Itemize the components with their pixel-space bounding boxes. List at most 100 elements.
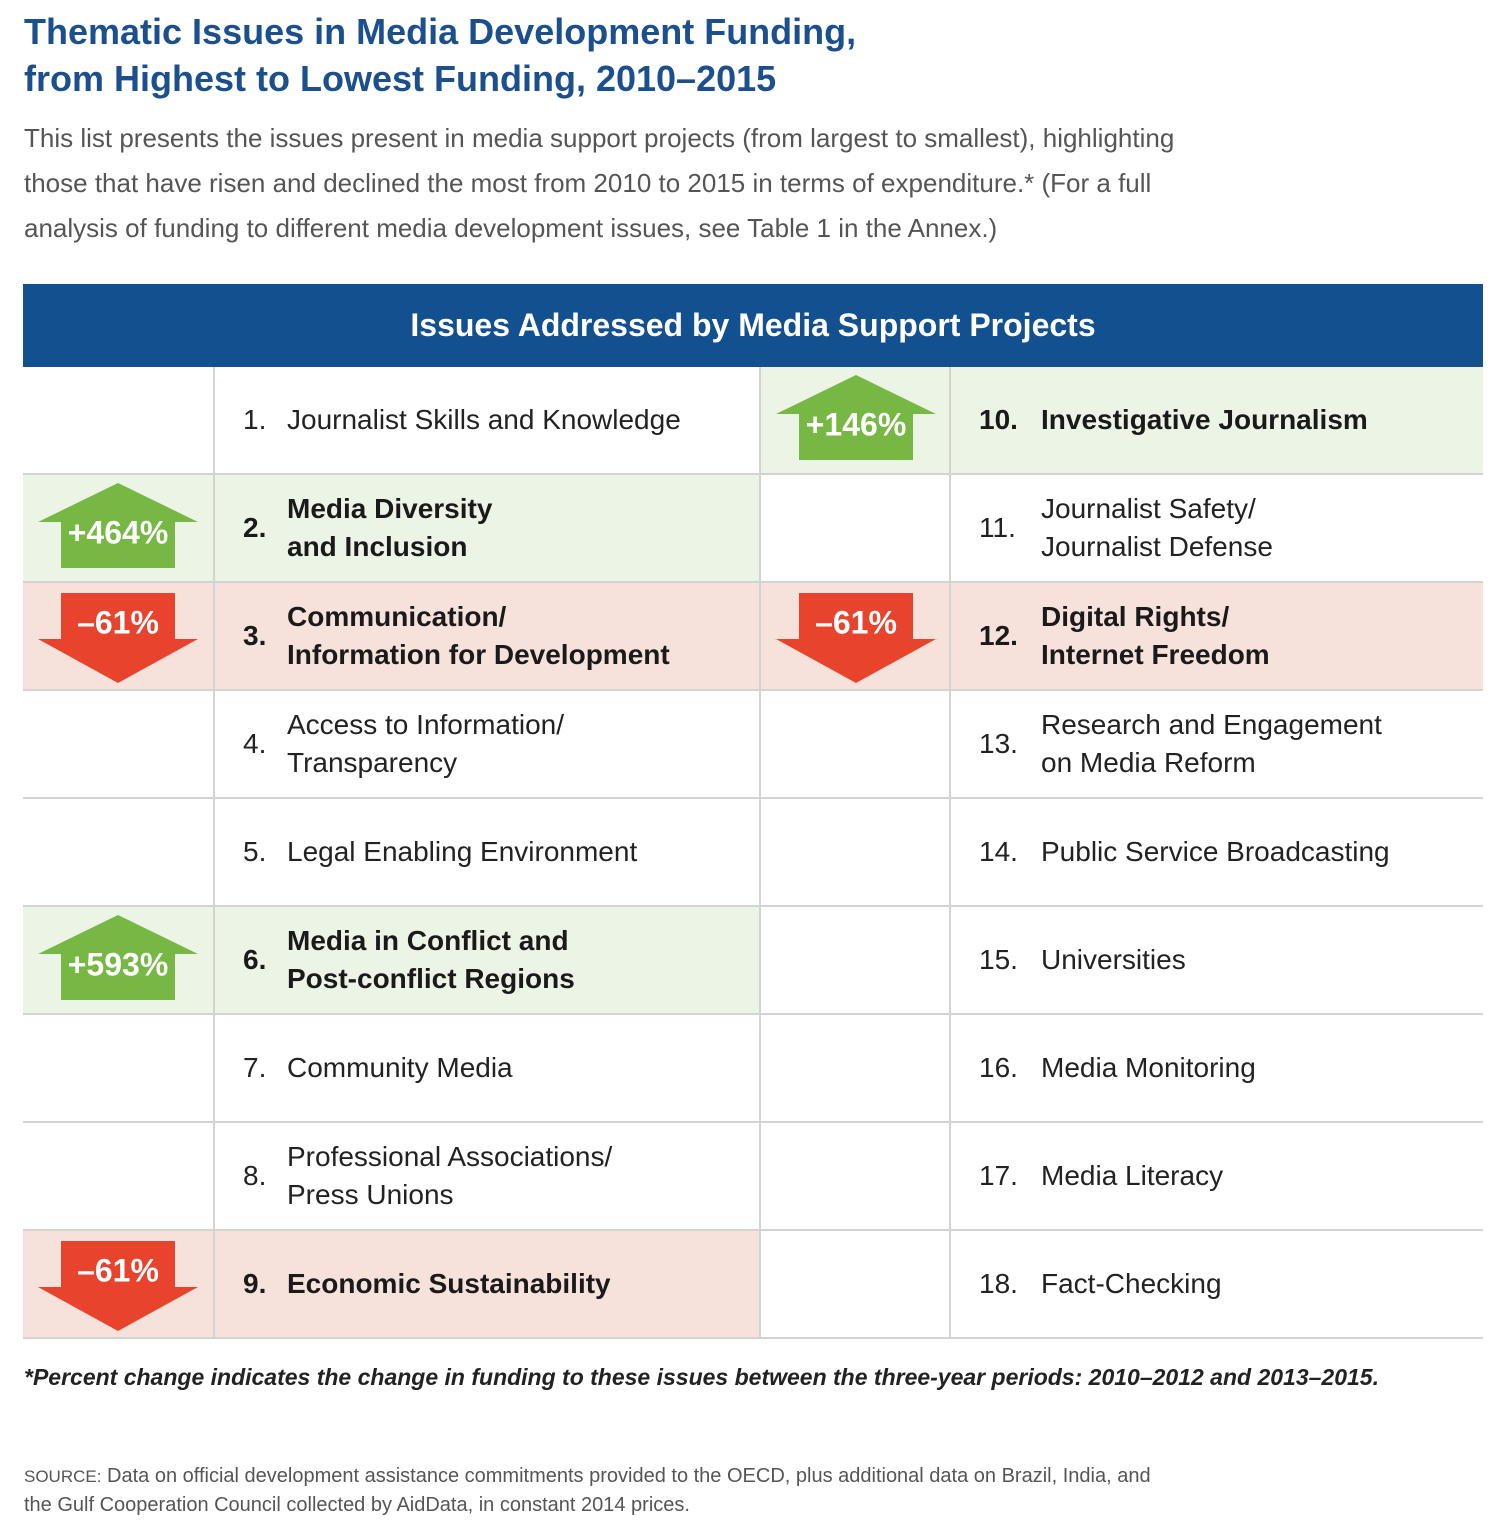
item-label-line: Access to Information/ [287, 709, 565, 740]
badge-cell: +464% [23, 475, 213, 583]
item-label-line: Media Diversity [287, 493, 493, 524]
item-label: Media Literacy [1041, 1157, 1223, 1195]
item-label-line: Universities [1041, 944, 1186, 975]
intro-line: This list presents the issues present in… [24, 123, 1175, 153]
item-cell: 17. Media Literacy [949, 1123, 1483, 1231]
change-arrow: –61% [38, 593, 198, 683]
item-label: Legal Enabling Environment [287, 833, 637, 871]
item-number: 1. [243, 404, 267, 435]
item-cell: 5. Legal Enabling Environment [213, 799, 759, 907]
item-label: Public Service Broadcasting [1041, 833, 1390, 871]
change-label: +593% [68, 946, 169, 982]
item-label-line: Transparency [287, 747, 458, 778]
title: Thematic Issues in Media Development Fun… [24, 8, 856, 102]
title-line: Thematic Issues in Media Development Fun… [24, 11, 857, 52]
arrow-shape [776, 593, 936, 683]
item-cell: 7. Community Media [213, 1015, 759, 1123]
item-label-line: Fact-Checking [1041, 1268, 1222, 1299]
badge-cell [23, 1015, 213, 1123]
badge-cell [759, 1123, 949, 1231]
item-label: Professional Associations/Press Unions [287, 1138, 612, 1214]
item-number: 3. [243, 620, 267, 651]
badge-cell: +593% [23, 907, 213, 1015]
change-arrow: +146% [776, 375, 936, 460]
item-label-line: Research and Engagement [1041, 709, 1382, 740]
item-cell: 1. Journalist Skills and Knowledge [213, 367, 759, 475]
item-label: Universities [1041, 941, 1186, 979]
item-cell: 13. Research and Engagement on Media Refor… [949, 691, 1483, 799]
item-label-line: Information for Development [287, 639, 670, 670]
item-number: 14. [979, 836, 1018, 867]
item-cell: 3. Communication/Information for Developm… [213, 583, 759, 691]
item-label-line: on Media Reform [1041, 747, 1256, 778]
item-number: 10. [979, 404, 1018, 435]
item-number: 6. [243, 944, 267, 975]
item-label: Digital Rights/Internet Freedom [1041, 598, 1270, 674]
badge-cell: –61% [759, 583, 949, 691]
item-cell: 18. Fact-Checking [949, 1231, 1483, 1339]
item-cell: 11. Journalist Safety/Journalist Defense [949, 475, 1483, 583]
source-label: SOURCE: [24, 1467, 102, 1486]
item-label-line: Legal Enabling Environment [287, 836, 638, 867]
badge-cell [23, 799, 213, 907]
item-number: 11. [979, 512, 1016, 543]
footnote: *Percent change indicates the change in … [24, 1364, 1379, 1390]
change-arrow: +464% [38, 483, 198, 568]
item-cell: 4. Access to Information/Transparency [213, 691, 759, 799]
item-cell: 15. Universities [949, 907, 1483, 1015]
intro-line: those that have risen and declined the m… [24, 168, 1152, 198]
item-cell: 16. Media Monitoring [949, 1015, 1483, 1123]
table: 1. Journalist Skills and Knowledge +146% 10… [23, 367, 1483, 1339]
change-arrow: –61% [38, 1241, 198, 1331]
change-label: –61% [77, 604, 159, 640]
item-label: Community Media [287, 1049, 513, 1087]
badge-cell [759, 1231, 949, 1339]
item-label: Media in Conflict and Post-conflict Regio… [287, 922, 575, 998]
item-number: 17. [979, 1160, 1018, 1191]
badge-cell: –61% [23, 583, 213, 691]
change-label: +464% [68, 514, 169, 550]
item-label: Fact-Checking [1041, 1265, 1222, 1303]
item-label-line: Media Literacy [1041, 1160, 1224, 1191]
table-header: Issues Addressed by Media Support Projec… [23, 284, 1483, 367]
item-label-line: Media in Conflict and [287, 925, 569, 956]
item-label-line: Digital Rights/ [1041, 601, 1230, 632]
item-label-line: Media Monitoring [1041, 1052, 1256, 1083]
item-cell: 6. Media in Conflict and Post-conflict Reg… [213, 907, 759, 1015]
intro: This list presents the issues present in… [24, 116, 1174, 251]
item-label-line: Economic Sustainability [287, 1268, 611, 1299]
badge-cell [759, 907, 949, 1015]
item-number: 13. [979, 728, 1018, 759]
item-label-line: Communication/ [287, 601, 507, 632]
item-cell: 12. Digital Rights/Internet Freedom [949, 583, 1483, 691]
title-line: from Highest to Lowest Funding, 2010–201… [24, 58, 777, 99]
change-arrow: –61% [776, 593, 936, 683]
item-number: 15. [979, 944, 1018, 975]
item-label: Research and Engagement on Media Reform [1041, 706, 1382, 782]
item-label: Access to Information/Transparency [287, 706, 564, 782]
item-number: 5. [243, 836, 267, 867]
item-number: 18. [979, 1268, 1018, 1299]
item-label-line: Internet Freedom [1041, 639, 1270, 670]
badge-cell [23, 691, 213, 799]
item-label-line: Public Service Broadcasting [1041, 836, 1390, 867]
item-cell: 9. Economic Sustainability [213, 1231, 759, 1339]
source-line: the Gulf Cooperation Council collected b… [24, 1494, 690, 1516]
change-arrow: +593% [38, 915, 198, 1000]
badge-cell [23, 367, 213, 475]
arrow-shape [38, 483, 198, 568]
item-label-line: Journalist Skills and Knowledge [287, 404, 681, 435]
item-label: Journalist Skills and Knowledge [287, 401, 681, 439]
change-label: +146% [806, 406, 907, 442]
item-label-line: Journalist Defense [1041, 531, 1273, 562]
badge-cell [23, 1123, 213, 1231]
arrow-shape [38, 915, 198, 1000]
item-label-line: Community Media [287, 1052, 513, 1083]
item-cell: 2. Media Diversity and Inclusion [213, 475, 759, 583]
item-label-line: Journalist Safety/ [1041, 493, 1256, 524]
source-line: SOURCE: Data on official development ass… [24, 1462, 1151, 1491]
item-number: 7. [243, 1052, 267, 1083]
item-label-line: Post-conflict Regions [287, 963, 575, 994]
item-label-line: and Inclusion [287, 531, 468, 562]
